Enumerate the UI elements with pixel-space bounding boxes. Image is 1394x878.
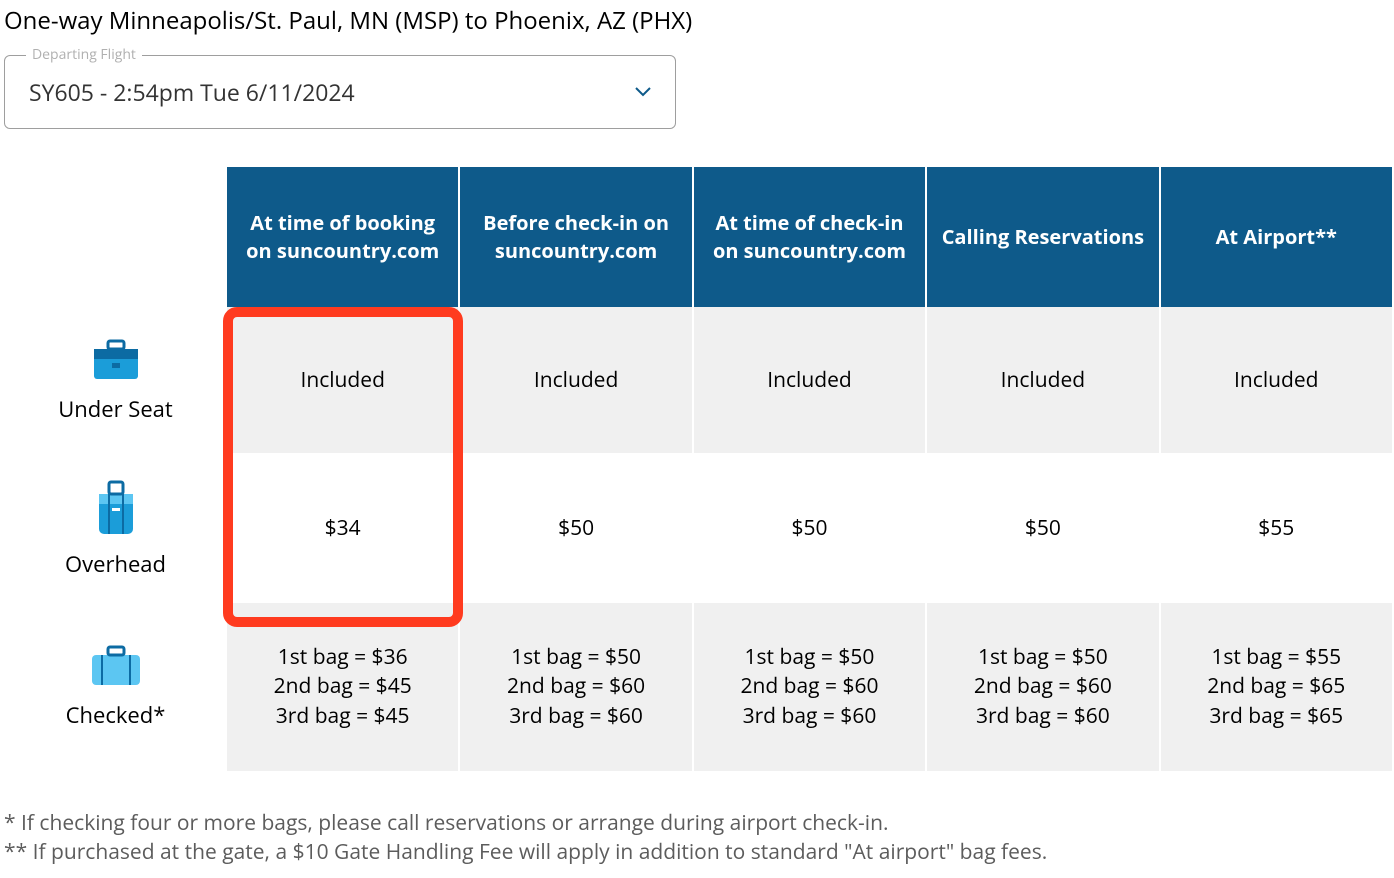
- row-header-checked: Checked*: [4, 603, 227, 771]
- column-header: At time of check-in on suncountry.com: [694, 167, 927, 307]
- checked-row: 1st bag = $362nd bag = $453rd bag = $45 …: [227, 603, 1394, 771]
- price-cell: 1st bag = $502nd bag = $603rd bag = $60: [460, 603, 693, 771]
- row-header-label: Overhead: [65, 549, 166, 579]
- chevron-down-icon: [635, 87, 651, 97]
- price-cell: Included: [927, 307, 1160, 455]
- price-cell: Included: [694, 307, 927, 455]
- row-header-overhead: Overhead: [4, 455, 227, 603]
- price-cell: 1st bag = $362nd bag = $453rd bag = $45: [227, 603, 460, 771]
- page-title: One-way Minneapolis/St. Paul, MN (MSP) t…: [4, 4, 1394, 37]
- column-header: At Airport**: [1161, 167, 1394, 307]
- baggage-pricing-table: Under Seat Overhead: [4, 167, 1394, 771]
- row-header-label: Checked*: [66, 700, 166, 730]
- price-cell: $34: [227, 455, 460, 603]
- under-seat-row: Included Included Included Included Incl…: [227, 307, 1394, 455]
- price-cell: 1st bag = $502nd bag = $603rd bag = $60: [927, 603, 1160, 771]
- overhead-bag-icon: [95, 480, 137, 541]
- row-header-label: Under Seat: [58, 394, 173, 424]
- price-cell: 1st bag = $502nd bag = $603rd bag = $60: [694, 603, 927, 771]
- under-seat-bag-icon: [92, 339, 140, 386]
- column-header: Before check-in on suncountry.com: [460, 167, 693, 307]
- flight-dropdown-wrap: Departing Flight SY605 - 2:54pm Tue 6/11…: [4, 55, 676, 129]
- flight-dropdown[interactable]: SY605 - 2:54pm Tue 6/11/2024: [4, 55, 676, 129]
- column-header: At time of booking on suncountry.com: [227, 167, 460, 307]
- column-header: Calling Reservations: [927, 167, 1160, 307]
- row-headers: Under Seat Overhead: [4, 167, 227, 771]
- price-cell: Included: [227, 307, 460, 455]
- footnote: * If checking four or more bags, please …: [4, 809, 1394, 838]
- column-header-row: At time of booking on suncountry.com Bef…: [227, 167, 1394, 307]
- footnote: ** If purchased at the gate, a $10 Gate …: [4, 838, 1394, 867]
- footnotes: * If checking four or more bags, please …: [4, 809, 1394, 868]
- dropdown-legend: Departing Flight: [26, 45, 142, 64]
- pricing-grid: At time of booking on suncountry.com Bef…: [227, 167, 1394, 771]
- price-cell: $50: [460, 455, 693, 603]
- price-cell: $55: [1161, 455, 1394, 603]
- price-cell: $50: [694, 455, 927, 603]
- price-cell: $50: [927, 455, 1160, 603]
- price-cell: Included: [1161, 307, 1394, 455]
- checked-bag-icon: [88, 645, 144, 692]
- price-cell: Included: [460, 307, 693, 455]
- overhead-row: $34 $50 $50 $50 $55: [227, 455, 1394, 603]
- dropdown-value: SY605 - 2:54pm Tue 6/11/2024: [29, 76, 355, 108]
- row-header-under-seat: Under Seat: [4, 307, 227, 455]
- price-cell: 1st bag = $552nd bag = $653rd bag = $65: [1161, 603, 1394, 771]
